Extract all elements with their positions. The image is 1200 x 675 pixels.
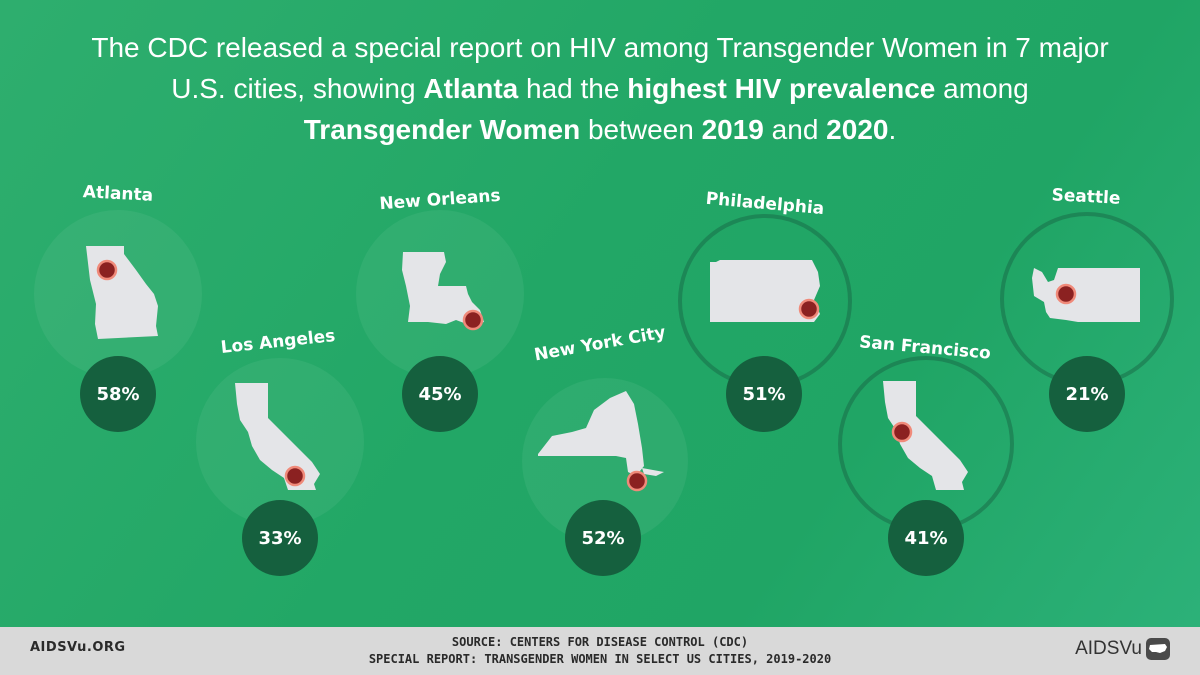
- california-state-map-la: [235, 383, 320, 490]
- us-map-icon: [1146, 638, 1170, 660]
- city-label-new-york-city: New York City: [532, 322, 668, 366]
- louisiana-state-map: [402, 252, 484, 326]
- footer-url[interactable]: AIDSVu.ORG: [30, 640, 126, 655]
- san-francisco-marker: [891, 421, 913, 443]
- city-label-los-angeles: Los Angeles: [219, 326, 337, 358]
- atlanta-marker: [96, 259, 118, 281]
- new-york-city-marker: [626, 470, 648, 492]
- headline-line-1: The CDC released a special report on HIV…: [91, 32, 1109, 63]
- los-angeles-marker: [284, 465, 306, 487]
- headline-line-2: U.S. cities, showing Atlanta had the hig…: [171, 73, 1029, 104]
- philadelphia-marker: [798, 298, 820, 320]
- footer-source: SOURCE: CENTERS FOR DISEASE CONTROL (CDC…: [250, 634, 950, 668]
- pennsylvania-state-map: [710, 260, 820, 322]
- badge-new-york-city: 52%: [565, 500, 641, 576]
- headline-line-3: Transgender Women between 2019 and 2020.: [303, 114, 897, 145]
- source-line-1: SOURCE: CENTERS FOR DISEASE CONTROL (CDC…: [451, 635, 749, 649]
- new-york-state-map: [538, 391, 664, 476]
- city-label-seattle: Seattle: [1051, 185, 1121, 209]
- badge-seattle: 21%: [1049, 356, 1125, 432]
- badge-los-angeles: 33%: [242, 500, 318, 576]
- footer-bar: AIDSVu.ORG SOURCE: CENTERS FOR DISEASE C…: [0, 627, 1200, 675]
- headline: The CDC released a special report on HIV…: [40, 27, 1160, 150]
- city-label-atlanta: Atlanta: [82, 182, 154, 206]
- badge-philadelphia: 51%: [726, 356, 802, 432]
- source-line-2: SPECIAL REPORT: TRANSGENDER WOMEN IN SEL…: [368, 652, 832, 666]
- california-state-map-sf: [883, 381, 968, 490]
- logo-text: AIDSVu: [1075, 638, 1142, 659]
- washington-state-map: [1032, 268, 1140, 322]
- new-orleans-marker: [462, 309, 484, 331]
- badge-san-francisco: 41%: [888, 500, 964, 576]
- badge-new-orleans: 45%: [402, 356, 478, 432]
- aidsvu-logo[interactable]: AIDSVu: [1075, 638, 1170, 660]
- badge-atlanta: 58%: [80, 356, 156, 432]
- seattle-marker: [1055, 283, 1077, 305]
